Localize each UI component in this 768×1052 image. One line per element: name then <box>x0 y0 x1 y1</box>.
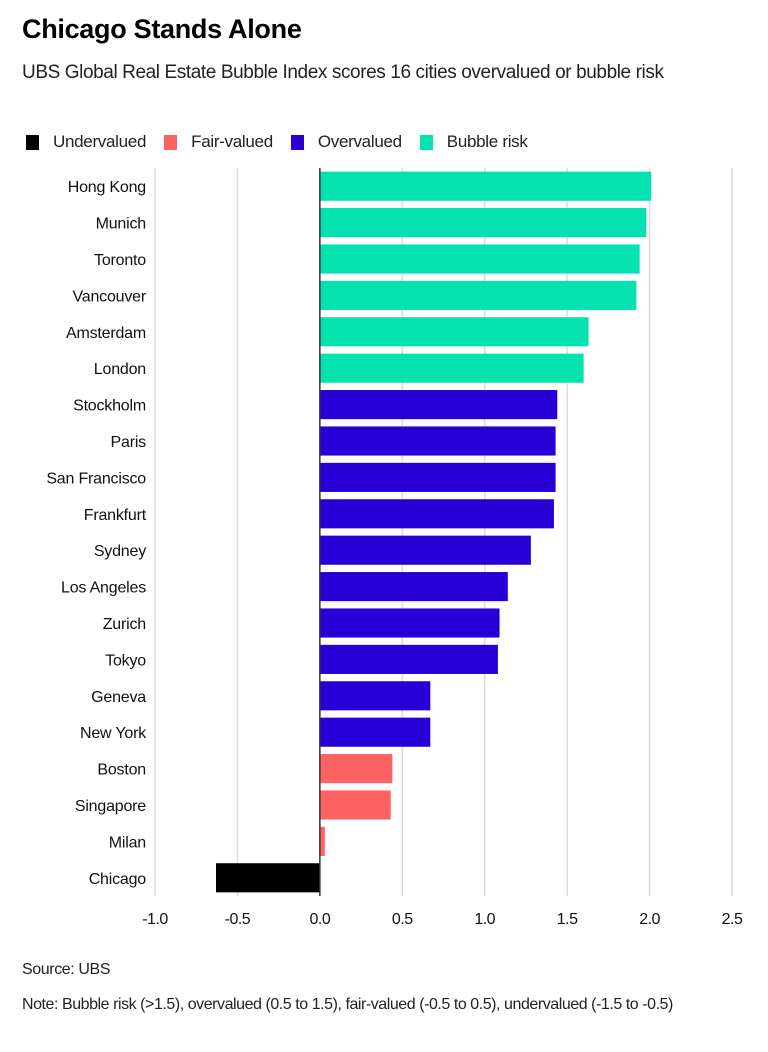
category-label: Boston <box>97 762 146 779</box>
legend-label: Overvalued <box>317 132 402 151</box>
bar-boston <box>319 754 393 784</box>
legend-item-overvalued: Overvalued <box>290 132 402 152</box>
bar-milan <box>319 826 325 856</box>
category-label: Hong Kong <box>68 179 146 196</box>
x-tick-label: 0.5 <box>392 911 413 928</box>
category-label: Geneva <box>91 689 146 706</box>
bar-london <box>319 353 584 383</box>
x-tick-label: 2.5 <box>722 911 743 928</box>
legend-swatch-bubble-risk <box>419 134 433 150</box>
legend-label: Undervalued <box>53 132 147 151</box>
legend-label: Bubble risk <box>446 132 528 151</box>
x-tick-label: 2.0 <box>639 911 660 928</box>
bar-new-york <box>319 717 431 747</box>
chart-title: Chicago Stands Alone <box>22 14 302 44</box>
bar-chicago <box>215 863 320 893</box>
category-label: Singapore <box>75 798 146 815</box>
legend-swatch-overvalued <box>290 134 304 150</box>
bar-munich <box>319 208 647 238</box>
bar-san-francisco <box>319 462 556 492</box>
chart-subtitle: UBS Global Real Estate Bubble Index scor… <box>22 62 664 83</box>
legend-item-undervalued: Undervalued <box>26 132 146 152</box>
x-tick-label: 1.5 <box>557 911 578 928</box>
x-tick-label: 0.0 <box>309 911 330 928</box>
category-label: London <box>94 361 146 378</box>
bar-chart: Hong Kong Munich Toronto Vancouver Amsterdam… <box>46 168 743 928</box>
category-label: Amsterdam <box>66 325 146 342</box>
bar-paris <box>319 426 556 456</box>
source-note: Source: UBS <box>22 961 111 978</box>
bar-los-angeles <box>319 572 508 602</box>
category-label: Tokyo <box>105 652 146 669</box>
legend-swatch-fair-valued <box>164 134 178 150</box>
bar-sydney <box>319 535 531 565</box>
bar-singapore <box>319 790 391 820</box>
legend-item-fair-valued: Fair-valued <box>164 132 273 152</box>
category-label: Milan <box>109 834 146 851</box>
bar-vancouver <box>319 280 637 310</box>
category-label: Chicago <box>89 871 147 888</box>
legend: Undervalued Fair-valued Overvalued Bubbl… <box>26 132 546 152</box>
footnote: Note: Bubble risk (>1.5), overvalued (0.… <box>22 996 673 1013</box>
category-label: Paris <box>111 434 147 451</box>
bar-hong-kong <box>319 171 652 201</box>
category-label: Vancouver <box>72 288 146 305</box>
category-label: San Francisco <box>46 470 146 487</box>
legend-item-bubble-risk: Bubble risk <box>419 132 528 152</box>
bar-stockholm <box>319 390 558 420</box>
category-label: Zurich <box>103 616 146 633</box>
bar-frankfurt <box>319 499 554 529</box>
bar-geneva <box>319 681 431 711</box>
category-label: New York <box>80 725 147 742</box>
x-tick-label: -0.5 <box>225 911 251 928</box>
legend-swatch-undervalued <box>26 134 39 150</box>
bar-amsterdam <box>319 317 589 347</box>
bars <box>215 171 652 893</box>
gridlines <box>154 168 733 896</box>
category-label: Los Angeles <box>61 580 146 597</box>
category-label: Stockholm <box>73 398 146 415</box>
category-label: Munich <box>96 216 146 233</box>
category-label: Toronto <box>94 252 146 269</box>
category-label: Sydney <box>94 543 146 560</box>
bar-tokyo <box>319 644 498 674</box>
x-tick-label: -1.0 <box>142 911 168 928</box>
bar-zurich <box>319 608 500 638</box>
x-tick-labels: -1.0 -0.5 0.0 0.5 1.0 1.5 2.0 2.5 <box>142 911 743 928</box>
legend-label: Fair-valued <box>191 132 273 151</box>
category-label: Frankfurt <box>84 507 147 524</box>
category-labels: Hong Kong Munich Toronto Vancouver Amsterdam… <box>46 179 147 888</box>
x-tick-label: 1.0 <box>474 911 495 928</box>
bar-toronto <box>319 244 640 274</box>
